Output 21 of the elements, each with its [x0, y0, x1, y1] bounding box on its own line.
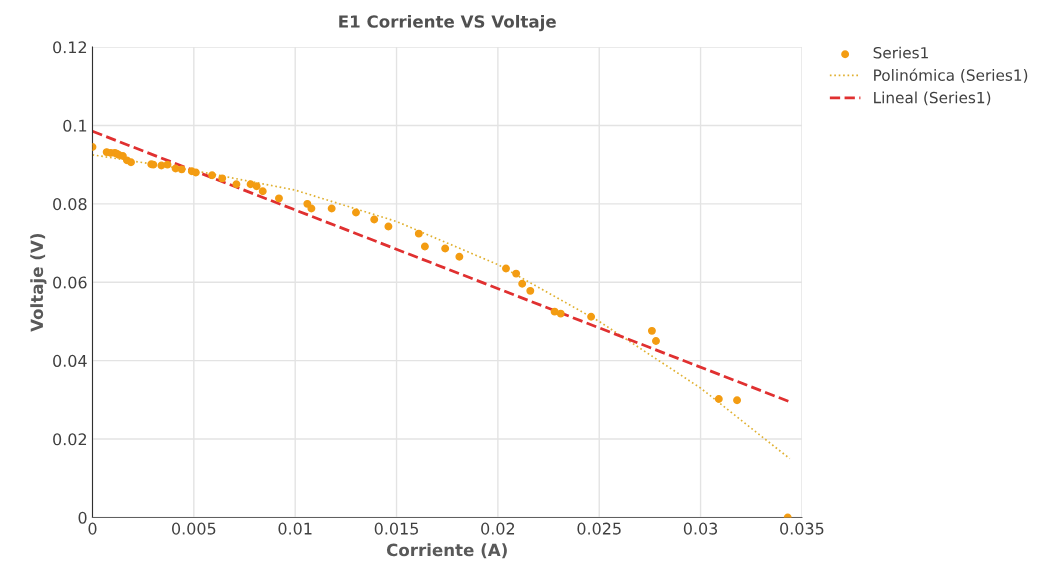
y-tick-label: 0.06 [53, 276, 87, 289]
chart-title: E1 Corriente VS Voltaje [339, 14, 556, 32]
x-axis-title: Corriente (A) [386, 543, 507, 559]
x-tick-label: 0.035 [780, 522, 824, 535]
y-tick-label: 0.12 [53, 41, 87, 54]
y-tick-label: 0.1 [63, 119, 87, 132]
y-tick-label: 0.02 [53, 433, 87, 446]
x-tick-label: 0.01 [278, 522, 312, 535]
y-tick-label: 0 [78, 511, 87, 524]
x-tick-label: 0.03 [683, 522, 718, 535]
legend-label: Polinómica (Series1) [874, 68, 1028, 83]
y-tick-label: 0.04 [53, 354, 87, 367]
legend-label: Series1 [873, 46, 928, 59]
y-tick-label: 0.08 [53, 198, 87, 211]
x-tick-label: 0.015 [374, 522, 418, 535]
x-tick-label: 0.02 [481, 522, 515, 535]
legend-label: Lineal (Series1) [874, 91, 991, 106]
x-tick-label: 0.025 [577, 522, 621, 535]
x-tick-label: 0 [88, 522, 97, 535]
x-tick-label: 0.005 [172, 522, 216, 535]
y-axis-title: Voltaje (V) [30, 234, 47, 332]
